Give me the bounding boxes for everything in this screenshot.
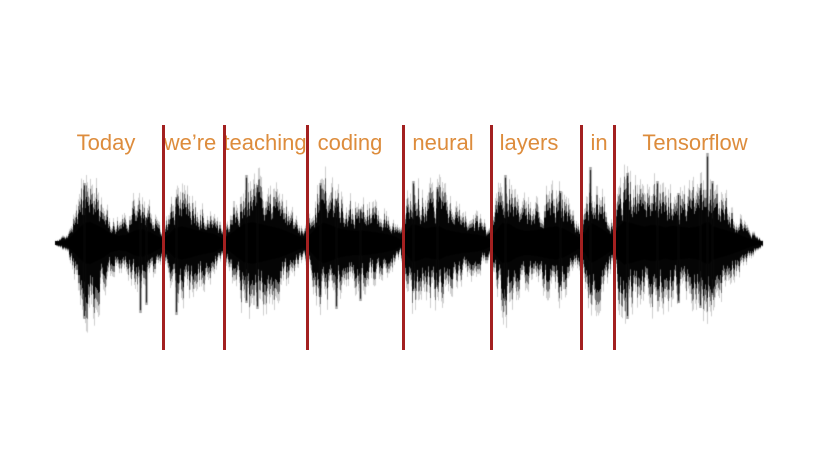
- word-label-neural: neural: [412, 130, 474, 155]
- word-boundary-line: [613, 125, 616, 350]
- word-boundary-line: [162, 125, 165, 350]
- word-label-today: Today: [76, 130, 136, 155]
- word-label-coding: coding: [317, 130, 383, 155]
- word-boundary-line: [580, 125, 583, 350]
- word-label-in: in: [590, 130, 608, 155]
- word-label-were: we’re: [163, 130, 217, 155]
- word-boundary-line: [490, 125, 493, 350]
- word-label-layers: layers: [499, 130, 559, 155]
- word-boundary-line: [402, 125, 405, 350]
- word-label-tensorflow: Tensorflow: [642, 130, 748, 155]
- word-boundary-line: [223, 125, 226, 350]
- word-boundary-line: [306, 125, 309, 350]
- word-label-teaching: teaching: [223, 130, 307, 155]
